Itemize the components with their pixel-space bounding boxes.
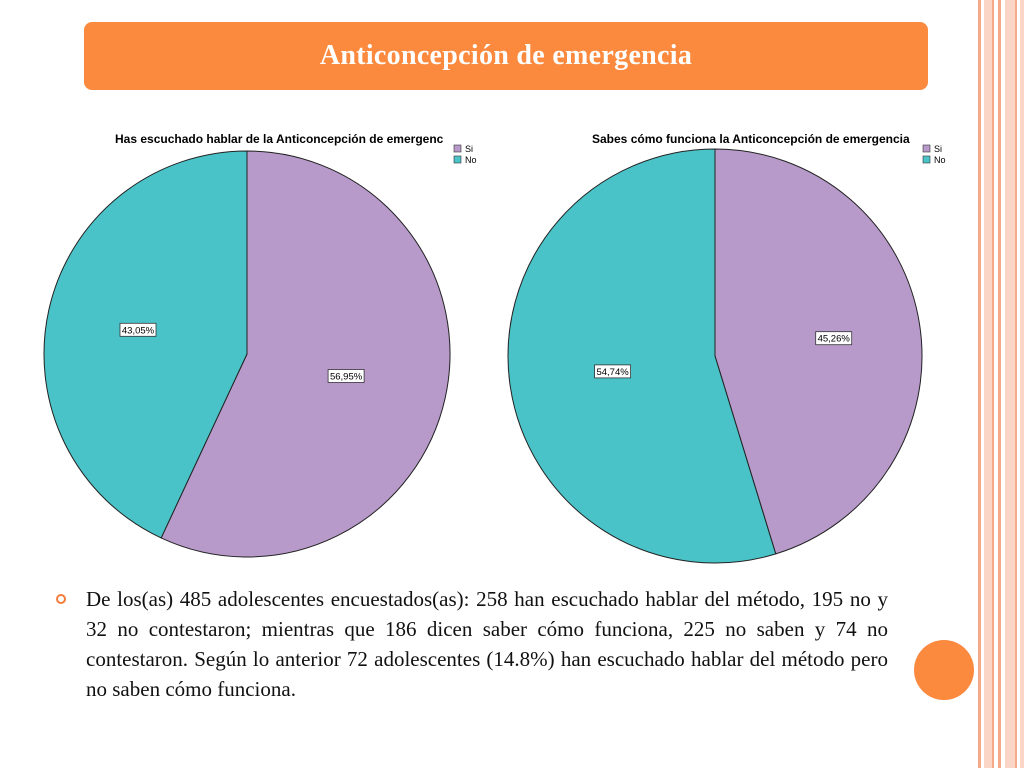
slide-title: Anticoncepción de emergencia: [319, 40, 693, 71]
title-banner: Anticoncepción de emergencia: [84, 22, 928, 90]
legend-swatch: [922, 155, 931, 164]
chart-title: Sabes cómo funciona la Anticoncepción de…: [592, 132, 910, 146]
pie-slice-no: [43, 150, 248, 539]
legend-label: Si: [934, 144, 942, 154]
pie-chart-heard-svg: 56,95% 43,05% Has escuchado hablar de la A…: [43, 132, 477, 558]
data-label-box: [815, 331, 853, 346]
data-label: 54,74%: [596, 367, 629, 378]
legend-swatch: [453, 144, 462, 153]
data-label-box: [119, 322, 157, 337]
pie-chart-knows: 45,26% 54,74% Sabes cómo funciona la Antic…: [505, 125, 975, 571]
pie-slice-si: [714, 148, 923, 555]
legend-label: No: [465, 155, 477, 165]
legend-swatch: [453, 155, 462, 164]
data-label: 56,95%: [330, 372, 363, 383]
pie-chart-knows-svg: 45,26% 54,74% Sabes cómo funciona la Antic…: [507, 132, 946, 564]
pie-chart-heard: 56,95% 43,05% Has escuchado hablar de la A…: [38, 125, 500, 565]
stripes-graphic: [978, 0, 1024, 768]
data-label-box: [327, 369, 365, 383]
legend-label: No: [934, 155, 946, 165]
data-label: 43,05%: [122, 325, 155, 336]
chart-title: Has escuchado hablar de la Anticoncepció…: [115, 132, 444, 146]
decorative-stripes: [978, 0, 1024, 768]
decorative-circle: [914, 640, 974, 700]
pie-slice-si: [160, 150, 451, 558]
data-label: 45,26%: [818, 334, 851, 345]
pie-slice-no: [507, 148, 777, 564]
legend-label: Si: [465, 144, 473, 154]
legend-swatch: [922, 144, 931, 153]
data-label-box: [594, 364, 631, 379]
bullet-circle-icon: [56, 594, 66, 604]
bullet-text: De los(as) 485 adolescentes encuestados(…: [86, 587, 888, 701]
